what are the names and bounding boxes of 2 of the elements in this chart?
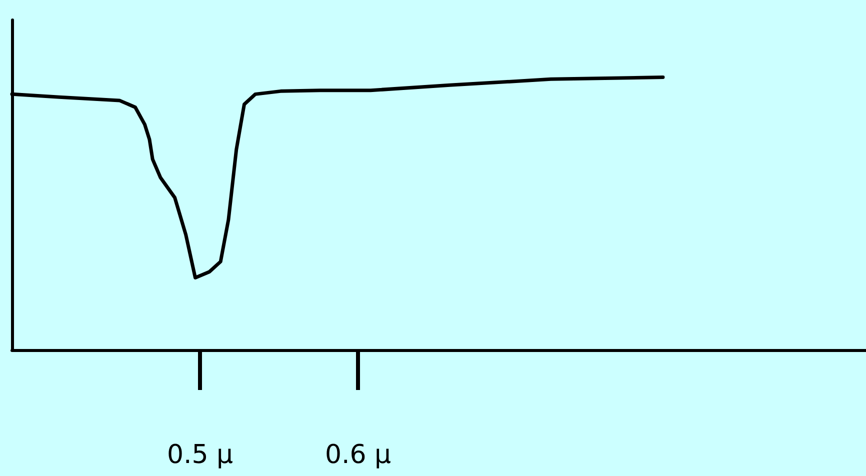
x-tick-label: 0.5 μ: [166, 440, 234, 470]
x-tick-label: 0.6 μ: [324, 440, 392, 470]
